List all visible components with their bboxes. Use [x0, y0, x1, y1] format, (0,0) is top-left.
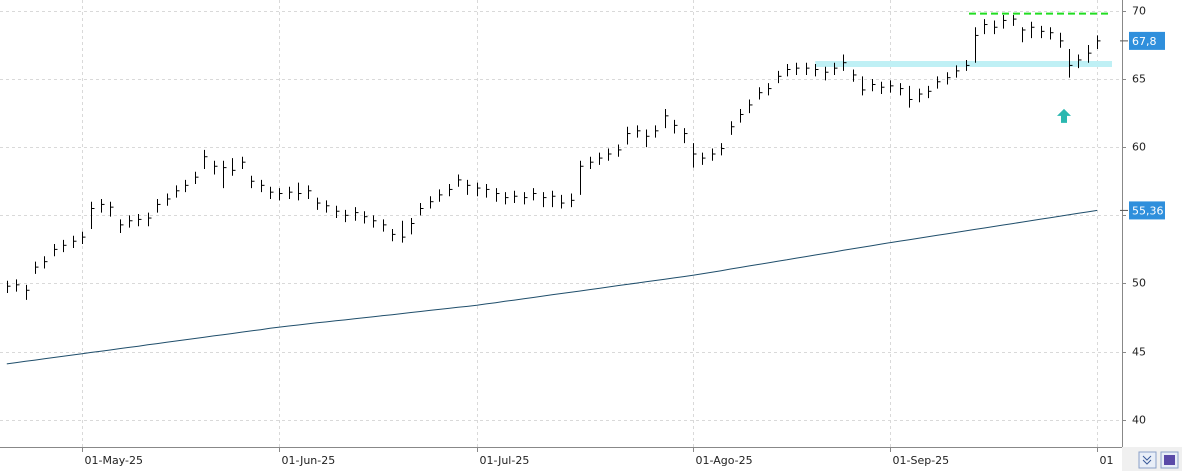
price-label-box — [1129, 201, 1165, 220]
y-tick-label: 45 — [1132, 346, 1146, 359]
x-tick-label: 01-Jun-25 — [282, 454, 336, 467]
price-label: 55,36 — [1132, 204, 1164, 217]
moving-average — [6, 209, 1098, 365]
x-tick-label: 01 — [1100, 454, 1114, 467]
x-tick-label: 01-Jul-25 — [480, 454, 530, 467]
x-tick-label: 01-Sep-25 — [893, 454, 950, 467]
y-tick-label: 50 — [1132, 277, 1146, 290]
price-label-box — [1129, 31, 1165, 50]
x-tick-label: 01-May-25 — [85, 454, 143, 467]
price-label: 67,8 — [1132, 35, 1157, 48]
expand-icon — [1142, 455, 1152, 465]
x-tick-label: 01-Ago-25 — [696, 454, 753, 467]
save-icon — [1164, 455, 1175, 465]
y-tick-label: 40 — [1132, 414, 1146, 427]
y-tick-label: 60 — [1132, 141, 1146, 154]
y-tick-label: 65 — [1132, 73, 1146, 86]
y-tick-label: 70 — [1132, 5, 1146, 18]
signal-arrow — [1057, 108, 1071, 123]
